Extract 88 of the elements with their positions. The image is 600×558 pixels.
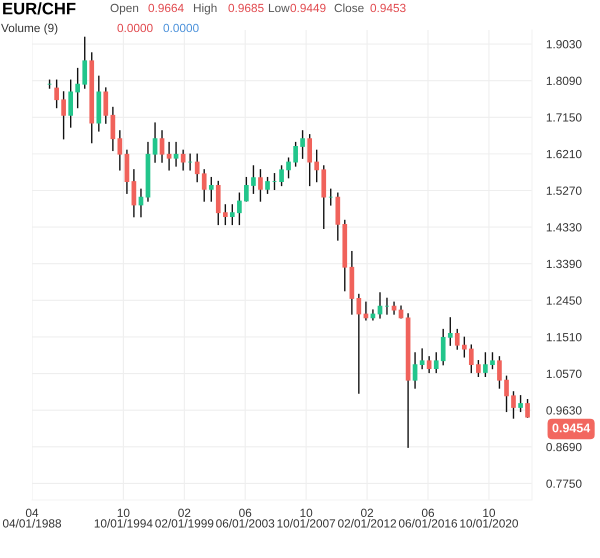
candlestick: [251, 165, 256, 194]
candlestick: [174, 142, 178, 167]
annotation: 0.0000: [117, 24, 153, 32]
candlestick: [434, 352, 439, 374]
candlestick: [202, 169, 207, 202]
candlestick: [279, 165, 284, 186]
candlestick: [518, 395, 523, 412]
candlestick: [370, 309, 376, 321]
candlestick: [468, 344, 474, 374]
y-tick-label: 0.9630: [546, 406, 582, 415]
candlestick: [525, 398, 530, 418]
candlestick: [448, 317, 453, 346]
candlestick: [300, 130, 305, 159]
candlestick: [398, 306, 404, 319]
candlestick: [440, 328, 446, 366]
candlestick: [483, 352, 488, 378]
y-tick-label: 1.4330: [546, 223, 582, 232]
y-tick-label: 1.9030: [546, 40, 582, 48]
candlestick: [82, 36, 88, 89]
annotation: 0.0000: [163, 24, 199, 32]
candlestick: [307, 134, 312, 186]
x-tick-label: 02 02/01/2012: [338, 508, 396, 528]
text: 0.9453: [370, 4, 406, 12]
candlestick: [356, 294, 362, 394]
x-tick-label: 06 06/01/2003: [216, 508, 274, 528]
candlestick: [412, 352, 418, 389]
candlestick: [420, 348, 424, 370]
text: High: [194, 4, 217, 14]
text: 0.9685: [228, 4, 264, 12]
candlestick: [490, 352, 495, 370]
candlestick: [117, 130, 122, 171]
x-tick-label: 06 06/01/2016: [398, 508, 458, 528]
x-tick-label: 10 10/01/2020: [460, 508, 518, 528]
candlestick: [454, 328, 460, 350]
y-tick-label: 0.7750: [546, 479, 582, 488]
text: Low: [268, 4, 290, 12]
candlestick: [138, 188, 144, 218]
candlestick: [237, 192, 242, 226]
candlestick: [511, 391, 516, 419]
chart-title: EUR/CHF: [3, 2, 76, 15]
candlestick: [258, 169, 263, 202]
candlestick: [265, 176, 270, 194]
y-tick-label: 1.7150: [546, 113, 582, 122]
candlestick: [166, 142, 172, 171]
candlestick: [180, 150, 186, 171]
candlestick: [152, 122, 158, 163]
candlestick: [314, 150, 320, 182]
y-tick-label: 1.8090: [546, 76, 582, 86]
candlestick: [426, 356, 432, 374]
y-tick-label: 1.6210: [546, 150, 582, 158]
y-tick-label: 1.0570: [546, 370, 582, 378]
text: Open: [110, 4, 138, 14]
candlestick: [194, 154, 200, 182]
x-tick-label: 10 10/01/1994: [94, 508, 153, 528]
candlestick: [476, 360, 481, 378]
y-tick-label: 1.2450: [546, 296, 582, 305]
y-tick-label: 1.5270: [546, 186, 582, 195]
text: Close: [334, 4, 364, 12]
candlestick: [497, 356, 502, 389]
candlestick: [286, 157, 291, 178]
candlestick: [61, 91, 66, 140]
candlestick: [364, 302, 368, 321]
candlestick: [103, 87, 108, 124]
y-tick-label: 1.1510: [546, 333, 582, 342]
candlestick: [54, 80, 59, 108]
candlestick: [68, 80, 74, 128]
x-tick-label: 10 10/01/2007: [277, 508, 336, 528]
candlestick: [208, 176, 214, 202]
candlestick: [504, 376, 509, 412]
candlestick: [110, 106, 116, 152]
candlestick: [378, 292, 382, 319]
text: 0.9454: [552, 424, 590, 432]
y-tick-label: 1.3390: [546, 260, 582, 268]
annotation: Volume (9): [1, 24, 58, 34]
text: 0.9664: [148, 4, 184, 12]
candlestick: [293, 142, 298, 167]
x-tick-label: 02 02/01/1999: [155, 508, 214, 528]
candlestick: [462, 336, 467, 358]
candlestick: [244, 176, 249, 202]
candlestick: [222, 204, 228, 226]
candlestick: [160, 130, 164, 163]
candlestick: [132, 169, 136, 218]
candlestick: [75, 68, 80, 108]
candlestick: [392, 302, 396, 315]
text: 0.9449: [290, 4, 326, 12]
y-tick-label: 0.8690: [546, 442, 582, 452]
candlestick: [230, 204, 235, 226]
x-tick-label: 04 04/01/1988: [2, 508, 62, 528]
